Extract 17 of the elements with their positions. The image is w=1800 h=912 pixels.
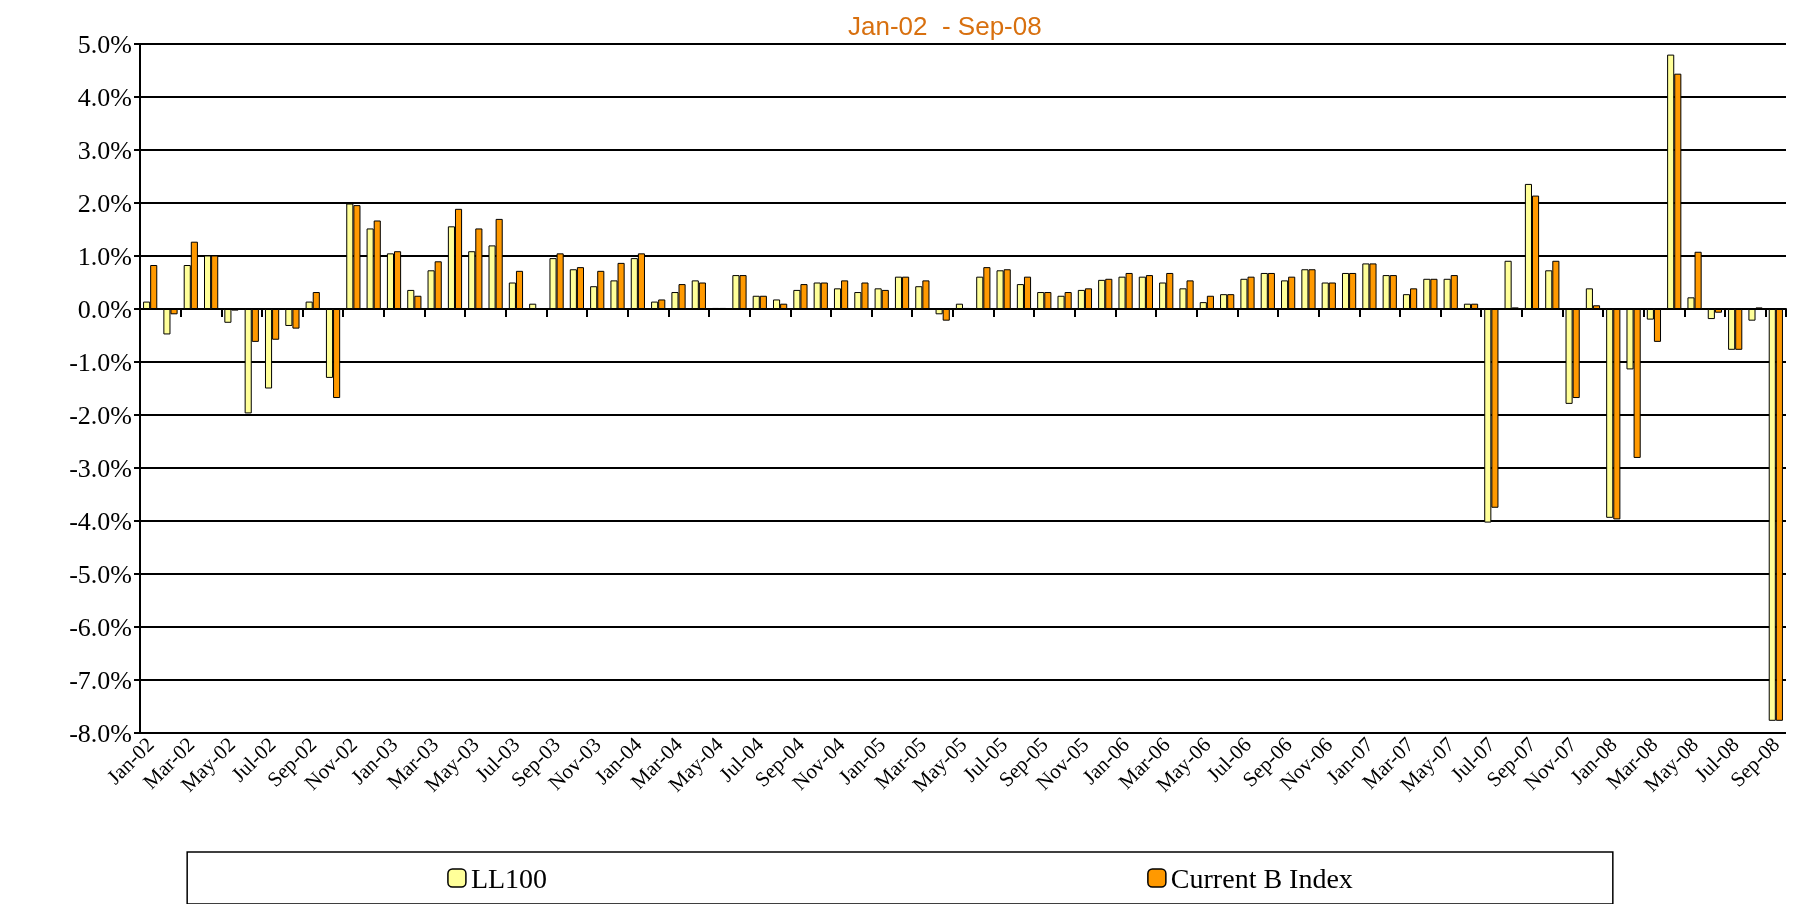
y-tick-label: -6.0% xyxy=(69,612,132,642)
y-tick-label: 5.0% xyxy=(77,29,132,59)
y-tick-label: 4.0% xyxy=(77,82,132,112)
y-tick-label: -1.0% xyxy=(69,347,132,377)
bar xyxy=(529,303,537,309)
legend-label: Current B Index xyxy=(1170,862,1353,894)
chart-title: Jan-02 - Sep-08 xyxy=(848,11,1042,41)
y-tick-label: -3.0% xyxy=(69,453,132,483)
y-tick-label: -2.0% xyxy=(69,400,132,430)
y-tick-label: -5.0% xyxy=(69,559,132,589)
y-tick-label: 1.0% xyxy=(77,241,132,271)
y-tick-label: 2.0% xyxy=(77,188,132,218)
y-tick-label: -4.0% xyxy=(69,506,132,536)
y-tick-label: 3.0% xyxy=(77,135,132,165)
legend-label: LL100 xyxy=(470,862,548,894)
y-tick-label: -7.0% xyxy=(69,665,132,695)
y-tick-label: 0.0% xyxy=(77,294,132,324)
